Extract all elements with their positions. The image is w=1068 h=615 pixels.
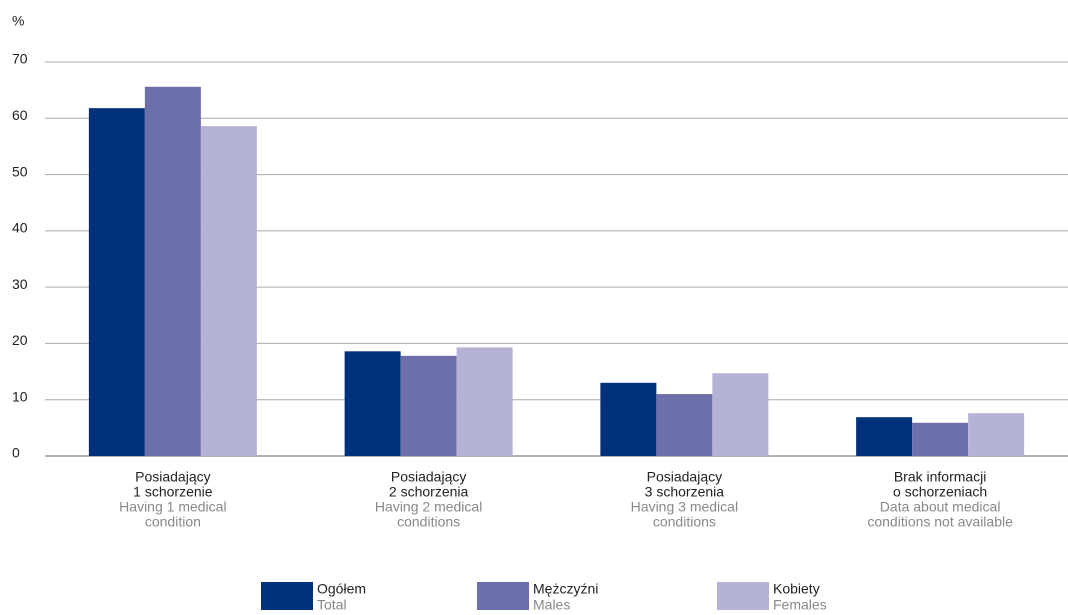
y-tick-label: 50 [12, 163, 28, 179]
legend-swatch [717, 582, 769, 610]
x-tick-label-en: Having 1 medical [119, 499, 226, 515]
y-tick-label: 0 [12, 445, 20, 461]
x-tick-label-en: Having 3 medical [631, 499, 738, 515]
bar [344, 351, 401, 456]
bar [912, 422, 969, 456]
x-tick-label: Posiadający [135, 469, 211, 485]
x-tick-label: 1 schorzenie [133, 484, 213, 500]
legend-label: Kobiety [773, 581, 820, 597]
y-tick-label: 30 [12, 276, 28, 292]
x-tick-label: o schorzeniach [893, 484, 987, 500]
x-tick-label: 3 schorzenia [645, 484, 725, 500]
y-tick-label: 70 [12, 51, 28, 67]
x-tick-label-en: conditions [397, 514, 460, 530]
y-axis-label: % [12, 13, 24, 29]
x-tick-label-en: conditions not available [867, 514, 1013, 530]
bar [144, 86, 201, 456]
bar [200, 126, 257, 456]
x-tick-label-en: conditions [653, 514, 716, 530]
x-tick-label-en: Having 2 medical [375, 499, 482, 515]
legend-label-en: Males [533, 597, 570, 613]
legend-swatch [261, 582, 313, 610]
bar [88, 108, 145, 456]
bar [856, 417, 913, 456]
legend-label: Mężczyźni [533, 581, 598, 597]
x-tick-label: Posiadający [391, 469, 467, 485]
legend-swatch [477, 582, 529, 610]
y-tick-label: 60 [12, 107, 28, 123]
bar [968, 413, 1025, 456]
bar [712, 373, 769, 456]
x-tick-label: Posiadający [647, 469, 723, 485]
legend-label-en: Total [317, 597, 347, 613]
legend-label-en: Females [773, 597, 827, 613]
x-tick-label-en: Data about medical [880, 499, 1001, 515]
bar [400, 355, 457, 456]
bar [600, 382, 657, 456]
y-tick-label: 10 [12, 388, 28, 404]
x-tick-label: Brak informacji [894, 469, 987, 485]
x-tick-label-en: condition [145, 514, 201, 530]
legend-label: Ogółem [317, 581, 366, 597]
bar [456, 347, 513, 456]
bar [656, 394, 713, 456]
x-tick-label: 2 schorzenia [389, 484, 469, 500]
y-tick-label: 40 [12, 220, 28, 236]
y-tick-label: 20 [12, 332, 28, 348]
